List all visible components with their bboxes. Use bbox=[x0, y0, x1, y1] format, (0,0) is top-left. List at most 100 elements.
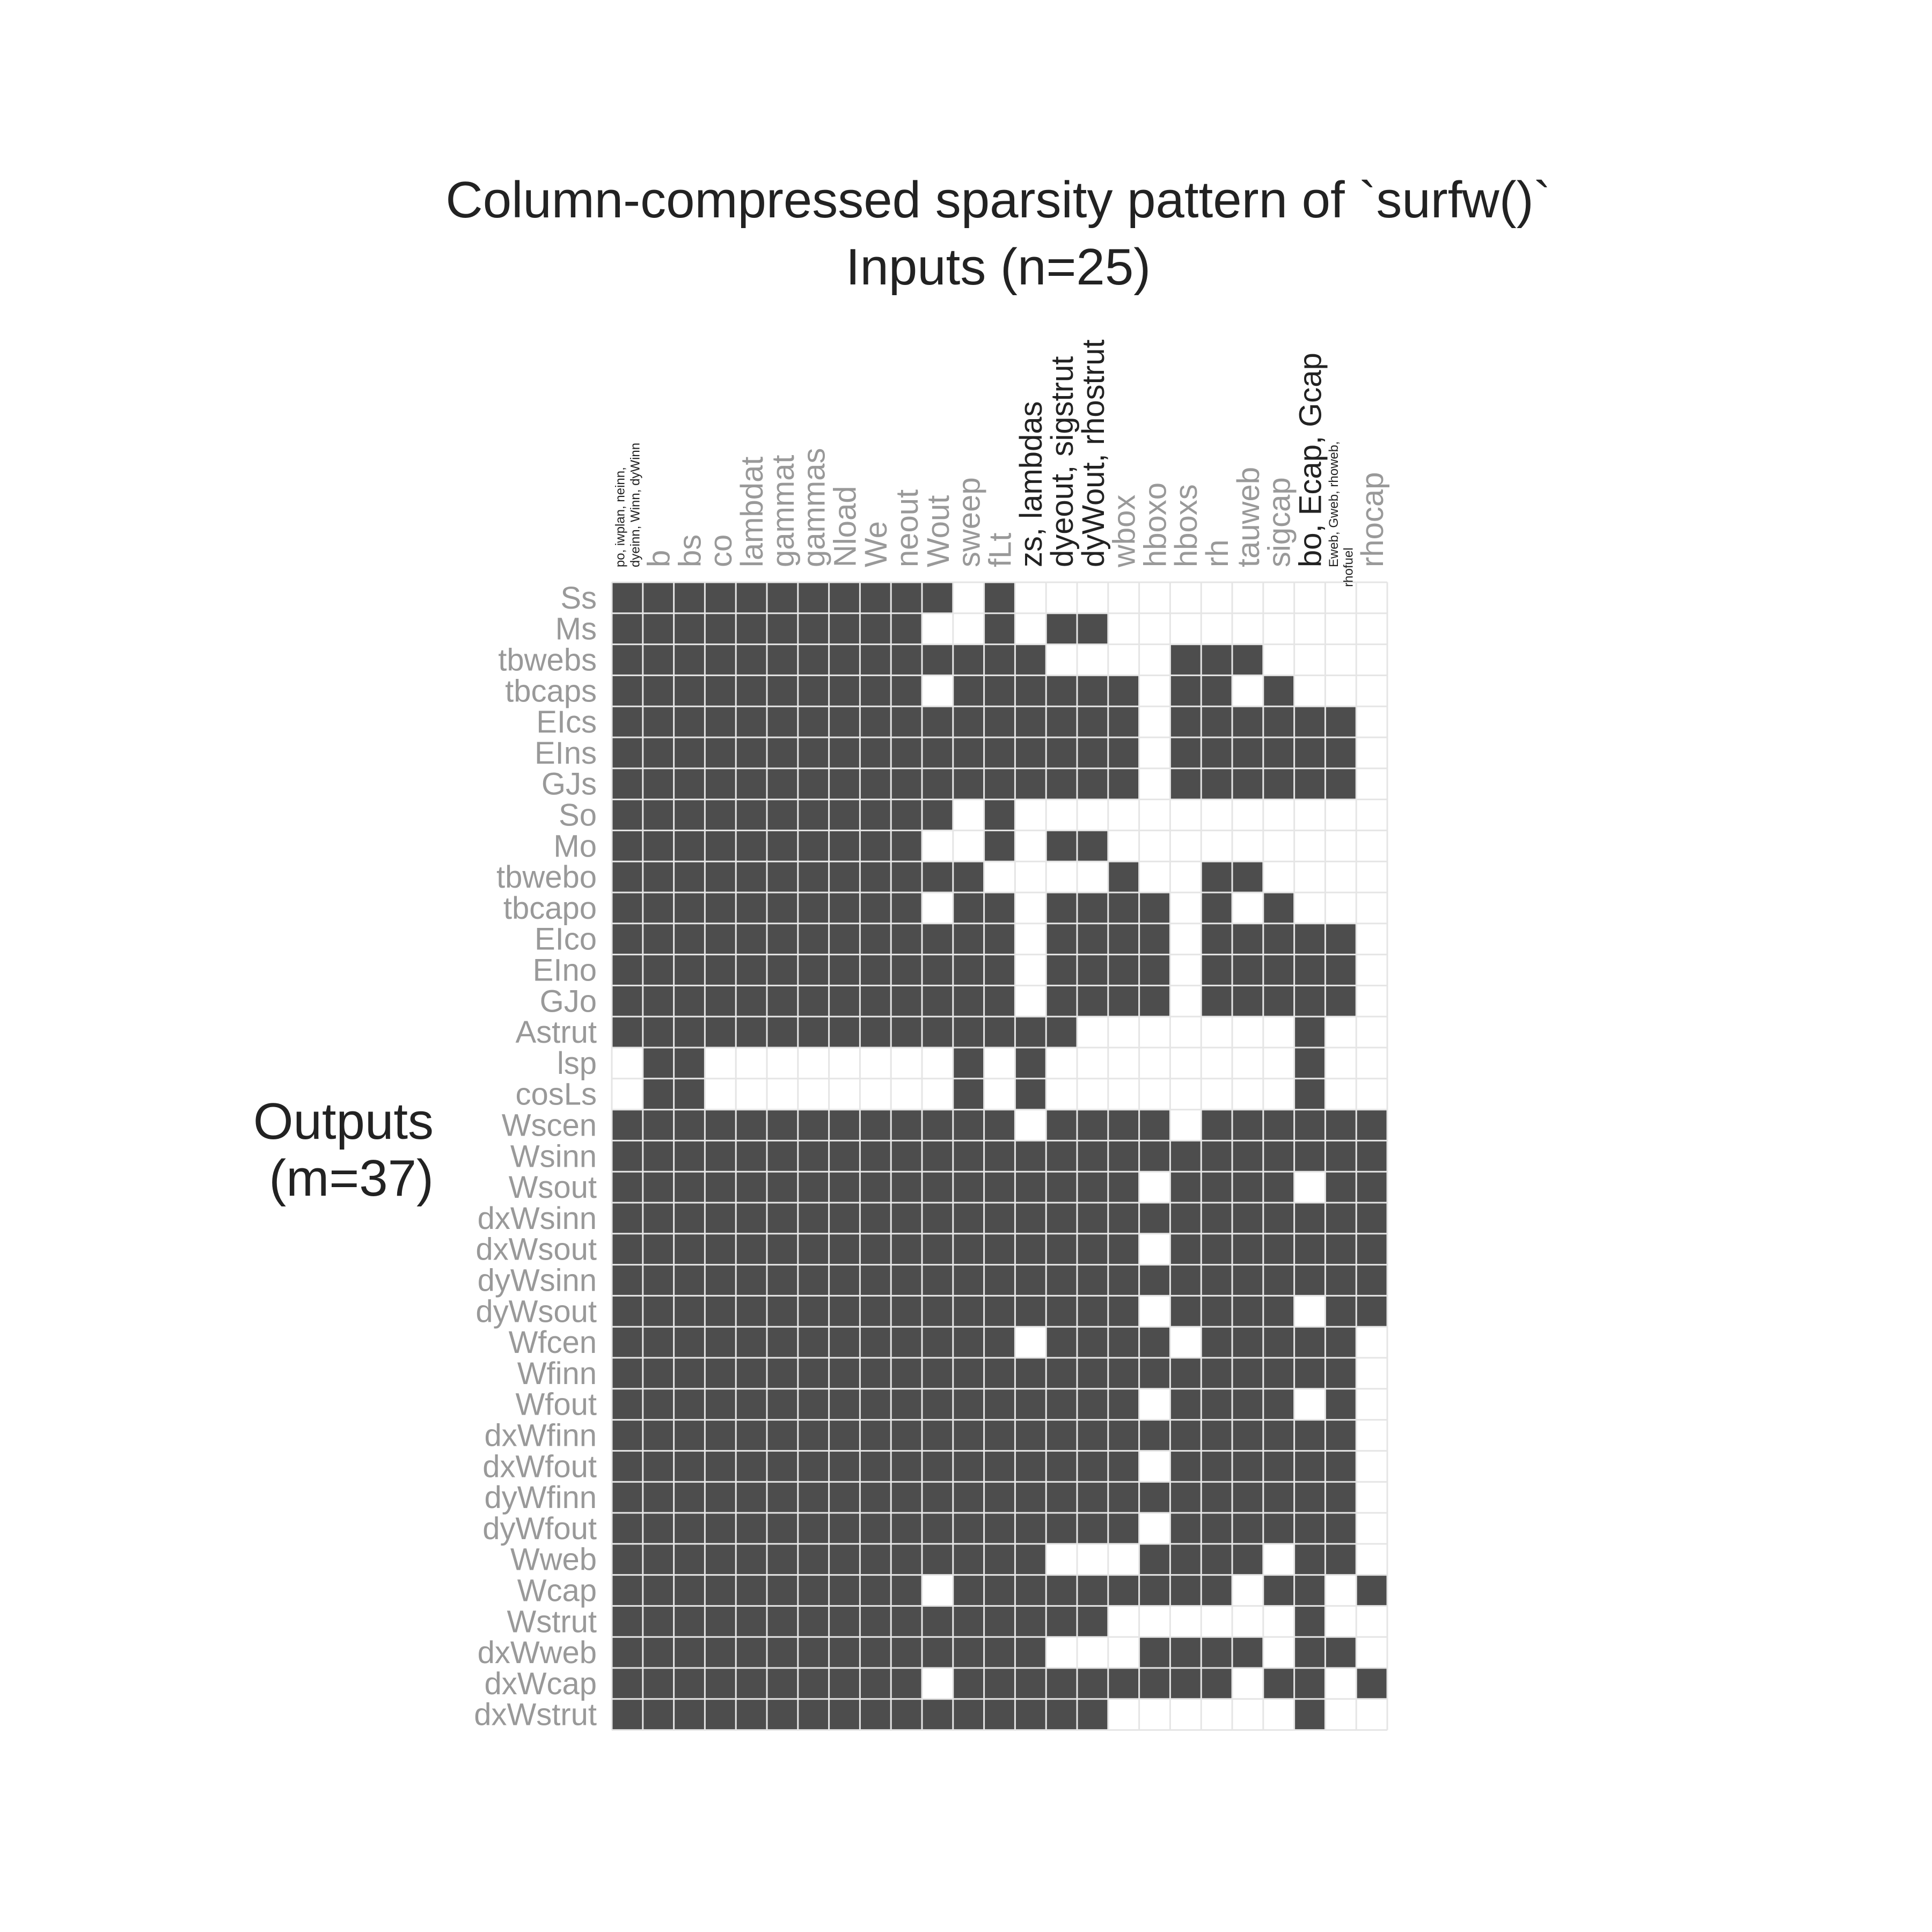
cell-Wfout-19 bbox=[1201, 1388, 1232, 1420]
cell-dxWfinn-10 bbox=[922, 1419, 953, 1451]
cell-GJs-21 bbox=[1263, 768, 1294, 800]
cell-EIco-22 bbox=[1294, 923, 1326, 955]
cell-tbcaps-4 bbox=[736, 675, 767, 707]
cell-dxWsout-15 bbox=[1077, 1233, 1108, 1265]
cell-EIcs-0 bbox=[612, 706, 643, 737]
cell-GJs-9 bbox=[891, 768, 922, 800]
cell-GJs-2 bbox=[674, 768, 705, 800]
cell-tbcaps-13 bbox=[1015, 675, 1046, 707]
cell-Wfinn-7 bbox=[829, 1358, 860, 1389]
cell-Wfcen-17 bbox=[1139, 1327, 1170, 1358]
column-label-0: po, iwplan, neinn,dyeinn, Winn, dyWinn bbox=[613, 443, 643, 567]
cell-Wsinn-22 bbox=[1294, 1140, 1326, 1172]
cell-Wfcen-10 bbox=[922, 1327, 953, 1358]
cell-Wstrut-22 bbox=[1294, 1606, 1326, 1637]
cell-dyWsinn-19 bbox=[1201, 1264, 1232, 1296]
cell-dxWweb-3 bbox=[705, 1637, 736, 1668]
row-label-Ss: Ss bbox=[560, 581, 597, 616]
column-label-14: dyeout, sigstrut bbox=[1045, 356, 1080, 567]
cell-Wweb-10 bbox=[922, 1543, 953, 1575]
cell-Astrut-2 bbox=[674, 1016, 705, 1048]
cell-tbcaps-2 bbox=[674, 675, 705, 707]
cell-Wcap-5 bbox=[767, 1575, 798, 1606]
cell-EIns-15 bbox=[1077, 737, 1108, 769]
cell-Wsout-1 bbox=[642, 1172, 674, 1203]
cell-EIno-2 bbox=[674, 954, 705, 986]
cell-Astrut-7 bbox=[829, 1016, 860, 1048]
cell-Wscen-10 bbox=[922, 1109, 953, 1141]
cell-Wweb-4 bbox=[736, 1543, 767, 1575]
cell-EIns-16 bbox=[1108, 737, 1139, 769]
cell-dyWsout-24 bbox=[1356, 1296, 1387, 1327]
cell-Wstrut-1 bbox=[642, 1606, 674, 1637]
cell-GJs-13 bbox=[1015, 768, 1046, 800]
cell-tbwebo-10 bbox=[922, 861, 953, 892]
cell-tbwebo-8 bbox=[860, 861, 891, 892]
cell-tbwebo-16 bbox=[1108, 861, 1139, 892]
cell-dxWcap-11 bbox=[953, 1668, 984, 1699]
cell-dxWcap-0 bbox=[612, 1668, 643, 1699]
cell-dxWcap-22 bbox=[1294, 1668, 1326, 1699]
cell-EIns-11 bbox=[953, 737, 984, 769]
cell-dxWcap-6 bbox=[797, 1668, 829, 1699]
cell-Wfinn-20 bbox=[1232, 1358, 1263, 1389]
cell-dxWcap-14 bbox=[1046, 1668, 1077, 1699]
column-label-1: b bbox=[642, 550, 677, 567]
cell-dyWsinn-2 bbox=[674, 1264, 705, 1296]
cell-EIno-12 bbox=[984, 954, 1015, 986]
cell-EIno-17 bbox=[1139, 954, 1170, 986]
cell-Mo-7 bbox=[829, 830, 860, 862]
cell-dxWsinn-23 bbox=[1325, 1203, 1357, 1234]
cell-Wsinn-16 bbox=[1108, 1140, 1139, 1172]
cell-EIno-14 bbox=[1046, 954, 1077, 986]
cell-Wfinn-5 bbox=[767, 1358, 798, 1389]
column-label-5: gammat bbox=[766, 455, 801, 567]
row-label-Ms: Ms bbox=[555, 612, 597, 647]
cell-Wfout-23 bbox=[1325, 1388, 1357, 1420]
cell-Wfout-3 bbox=[705, 1388, 736, 1420]
cell-dxWsinn-2 bbox=[674, 1203, 705, 1234]
cell-dxWfout-10 bbox=[922, 1451, 953, 1482]
row-label-dyWsout: dyWsout bbox=[475, 1294, 597, 1329]
cell-dyWfinn-6 bbox=[797, 1482, 829, 1513]
cell-dyWfout-4 bbox=[736, 1513, 767, 1544]
cell-GJs-23 bbox=[1325, 768, 1357, 800]
cell-GJo-3 bbox=[705, 985, 736, 1017]
row-label-dxWweb: dxWweb bbox=[478, 1635, 597, 1670]
cell-EIno-1 bbox=[642, 954, 674, 986]
cell-Ms-3 bbox=[705, 613, 736, 645]
cell-Astrut-0 bbox=[612, 1016, 643, 1048]
cell-GJo-9 bbox=[891, 985, 922, 1017]
cell-dxWfinn-19 bbox=[1201, 1419, 1232, 1451]
cell-dxWweb-22 bbox=[1294, 1637, 1326, 1668]
cell-Astrut-8 bbox=[860, 1016, 891, 1048]
row-label-Wweb: Wweb bbox=[510, 1542, 597, 1577]
cell-EIno-10 bbox=[922, 954, 953, 986]
cell-Wsinn-0 bbox=[612, 1140, 643, 1172]
cell-dxWweb-9 bbox=[891, 1637, 922, 1668]
cell-dxWweb-4 bbox=[736, 1637, 767, 1668]
column-label-23: Eweb, Gweb, rhoweb,rhofuel bbox=[1327, 441, 1356, 587]
cell-tbcaps-1 bbox=[642, 675, 674, 707]
cell-tbcaps-8 bbox=[860, 675, 891, 707]
cell-Ss-10 bbox=[922, 582, 953, 613]
cell-GJs-14 bbox=[1046, 768, 1077, 800]
cell-Ms-5 bbox=[767, 613, 798, 645]
cell-Wsout-15 bbox=[1077, 1172, 1108, 1203]
cell-GJo-12 bbox=[984, 985, 1015, 1017]
cell-Wweb-20 bbox=[1232, 1543, 1263, 1575]
cell-GJo-1 bbox=[642, 985, 674, 1017]
cell-dxWfinn-9 bbox=[891, 1419, 922, 1451]
cell-tbwebs-7 bbox=[829, 644, 860, 676]
row-label-EIns: EIns bbox=[535, 736, 597, 771]
cell-Wsinn-8 bbox=[860, 1140, 891, 1172]
cell-dxWfinn-13 bbox=[1015, 1419, 1046, 1451]
cell-EIno-4 bbox=[736, 954, 767, 986]
cell-Ss-2 bbox=[674, 582, 705, 613]
y-axis-title: Outputs (m=37) bbox=[253, 1093, 434, 1207]
cell-Ms-1 bbox=[642, 613, 674, 645]
cell-Wscen-20 bbox=[1232, 1109, 1263, 1141]
cell-EIco-2 bbox=[674, 923, 705, 955]
cell-dxWfout-9 bbox=[891, 1451, 922, 1482]
cell-Astrut-11 bbox=[953, 1016, 984, 1048]
